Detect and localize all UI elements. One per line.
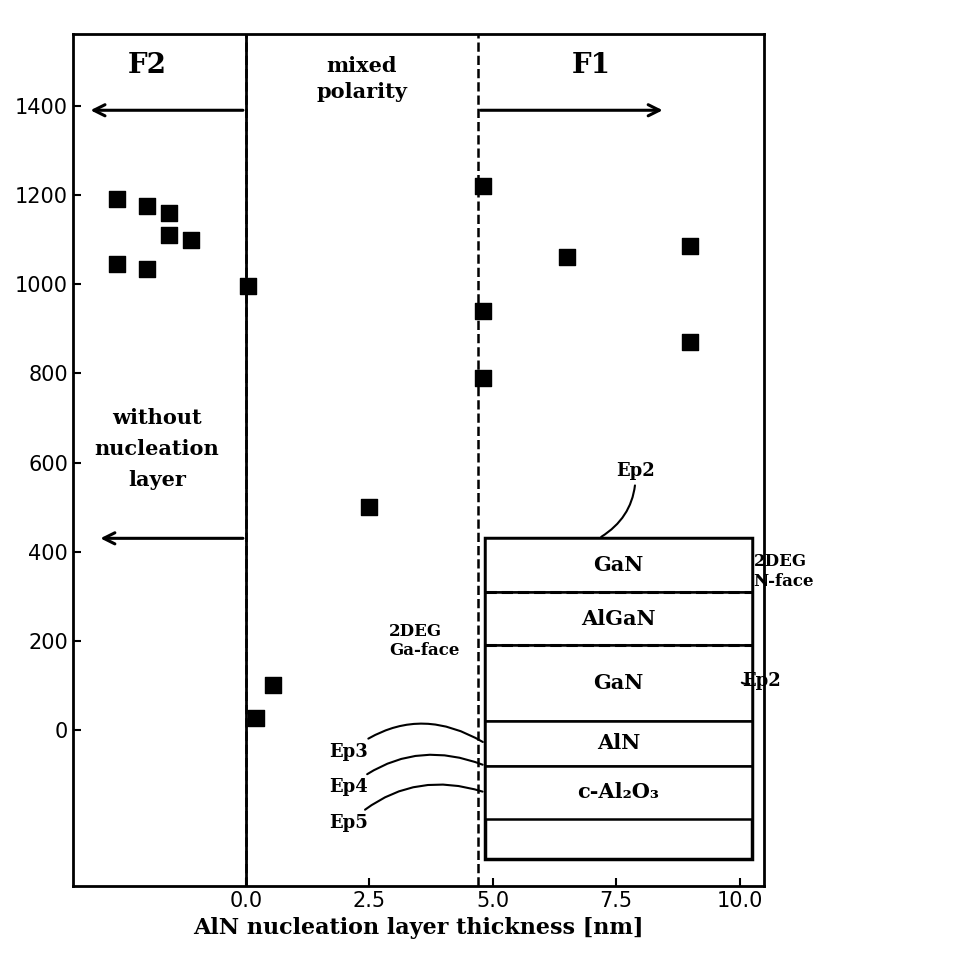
Text: Ep2: Ep2 (742, 672, 781, 690)
Point (241, 278, 256, 294)
Text: mixed: mixed (326, 55, 397, 76)
Bar (485, 538, 752, 592)
Bar (485, 592, 752, 645)
Point (559, 250, 575, 266)
Text: 2DEG
N-face: 2DEG N-face (754, 554, 814, 590)
Bar (485, 645, 752, 721)
Point (162, 205, 177, 221)
Text: GaN: GaN (593, 555, 644, 575)
Point (265, 677, 281, 693)
Text: c-Al₂O₃: c-Al₂O₃ (578, 782, 659, 803)
Text: AlGaN: AlGaN (581, 608, 656, 629)
Point (475, 178, 491, 194)
Text: Ep4: Ep4 (329, 755, 483, 797)
Point (475, 304, 491, 319)
Text: Ep2: Ep2 (601, 462, 655, 537)
Point (683, 335, 698, 350)
Text: polarity: polarity (317, 83, 407, 102)
Text: F2: F2 (128, 53, 167, 79)
Text: without: without (112, 408, 202, 428)
Point (247, 709, 263, 725)
Point (361, 499, 377, 515)
Point (139, 261, 155, 276)
Point (162, 228, 177, 243)
Bar (485, 538, 752, 859)
Text: AlN: AlN (597, 734, 640, 753)
Point (109, 256, 125, 271)
X-axis label: AlN nucleation layer thickness [nm]: AlN nucleation layer thickness [nm] (193, 917, 644, 939)
Text: nucleation: nucleation (94, 439, 219, 459)
Point (183, 232, 199, 247)
Text: 2DEG
Ga-face: 2DEG Ga-face (389, 623, 460, 659)
Point (139, 198, 155, 214)
Point (683, 238, 698, 254)
Point (109, 192, 125, 207)
Bar (485, 766, 752, 819)
Bar (485, 721, 752, 766)
Text: F1: F1 (572, 53, 611, 79)
Text: layer: layer (128, 470, 186, 490)
Text: Ep3: Ep3 (329, 724, 483, 761)
Text: Ep5: Ep5 (329, 784, 482, 832)
Text: GaN: GaN (593, 673, 644, 693)
Point (475, 370, 491, 385)
